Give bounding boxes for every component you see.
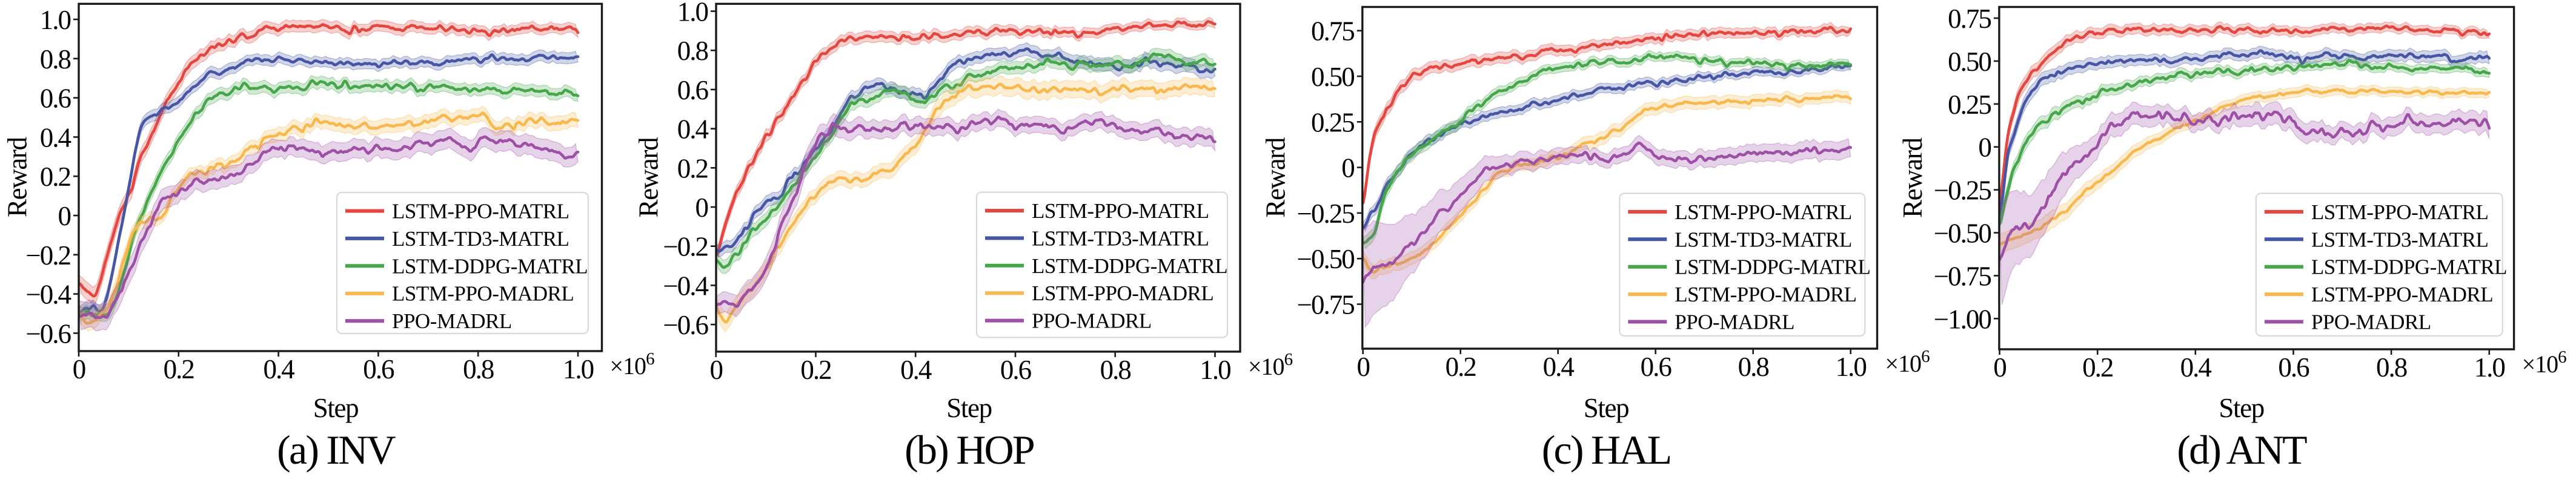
svg-text:Step: Step xyxy=(313,393,358,423)
svg-text:LSTM-PPO-MADRL: LSTM-PPO-MADRL xyxy=(392,282,574,306)
svg-text:Step: Step xyxy=(946,393,991,423)
svg-text:−0.50: −0.50 xyxy=(1297,244,1355,274)
svg-text:LSTM-DDPG-MATRL: LSTM-DDPG-MATRL xyxy=(1675,255,1870,279)
svg-text:LSTM-DDPG-MATRL: LSTM-DDPG-MATRL xyxy=(2311,255,2507,279)
svg-text:×106: ×106 xyxy=(610,349,655,380)
svg-text:LSTM-PPO-MADRL: LSTM-PPO-MADRL xyxy=(1032,281,1213,305)
svg-text:0.8: 0.8 xyxy=(677,36,708,66)
svg-text:0.6: 0.6 xyxy=(1000,355,1032,385)
svg-text:0: 0 xyxy=(1341,153,1354,183)
svg-text:0.6: 0.6 xyxy=(2278,352,2309,383)
svg-text:0.8: 0.8 xyxy=(40,44,71,74)
svg-text:−0.6: −0.6 xyxy=(663,310,708,340)
svg-text:Reward: Reward xyxy=(1261,137,1291,217)
svg-text:0.8: 0.8 xyxy=(1738,352,1769,382)
svg-text:LSTM-PPO-MATRL: LSTM-PPO-MATRL xyxy=(392,200,569,223)
svg-text:(b) HOP: (b) HOP xyxy=(905,427,1034,473)
svg-text:PPO-MADRL: PPO-MADRL xyxy=(1032,309,1152,333)
svg-text:Step: Step xyxy=(2219,393,2263,423)
svg-text:−0.75: −0.75 xyxy=(1297,290,1355,320)
svg-text:0: 0 xyxy=(73,354,85,384)
svg-text:0.4: 0.4 xyxy=(40,122,71,153)
svg-text:PPO-MADRL: PPO-MADRL xyxy=(392,309,512,333)
svg-text:−1.00: −1.00 xyxy=(1934,304,1991,334)
svg-text:0.4: 0.4 xyxy=(900,355,932,385)
svg-text:0: 0 xyxy=(709,355,722,385)
svg-text:0: 0 xyxy=(1993,352,2006,383)
svg-text:0.8: 0.8 xyxy=(2376,352,2407,383)
svg-text:−0.25: −0.25 xyxy=(1297,199,1355,229)
svg-text:PPO-MADRL: PPO-MADRL xyxy=(2311,311,2431,334)
svg-text:−0.4: −0.4 xyxy=(25,280,71,310)
svg-text:0.2: 0.2 xyxy=(1446,352,1476,382)
svg-text:LSTM-PPO-MATRL: LSTM-PPO-MATRL xyxy=(1675,200,1851,224)
svg-text:−0.50: −0.50 xyxy=(1934,219,1991,249)
svg-text:0.2: 0.2 xyxy=(2082,352,2113,383)
svg-text:0.6: 0.6 xyxy=(40,84,71,114)
svg-text:0: 0 xyxy=(1978,133,1991,163)
svg-text:LSTM-DDPG-MATRL: LSTM-DDPG-MATRL xyxy=(392,254,588,278)
svg-text:LSTM-PPO-MADRL: LSTM-PPO-MADRL xyxy=(1675,283,1856,306)
svg-text:1.0: 1.0 xyxy=(677,0,708,27)
svg-text:1.0: 1.0 xyxy=(1836,352,1867,382)
svg-text:0.75: 0.75 xyxy=(1948,4,1991,34)
svg-text:PPO-MADRL: PPO-MADRL xyxy=(1675,311,1794,334)
svg-text:LSTM-TD3-MATRL: LSTM-TD3-MATRL xyxy=(1675,228,1851,251)
svg-text:(a) INV: (a) INV xyxy=(277,427,396,473)
svg-text:0.6: 0.6 xyxy=(363,354,394,384)
svg-text:0.50: 0.50 xyxy=(1311,62,1354,92)
svg-text:LSTM-DDPG-MATRL: LSTM-DDPG-MATRL xyxy=(1032,254,1227,278)
svg-text:0.8: 0.8 xyxy=(463,354,494,384)
svg-text:LSTM-PPO-MATRL: LSTM-PPO-MATRL xyxy=(2311,200,2488,224)
svg-text:0.4: 0.4 xyxy=(2180,352,2212,383)
svg-text:0.6: 0.6 xyxy=(1641,352,1672,382)
svg-text:LSTM-PPO-MADRL: LSTM-PPO-MADRL xyxy=(2311,283,2493,306)
svg-text:Reward: Reward xyxy=(1897,138,1928,218)
svg-text:0: 0 xyxy=(1356,352,1369,382)
svg-text:0.25: 0.25 xyxy=(1948,90,1991,120)
svg-text:0: 0 xyxy=(695,192,708,223)
svg-text:LSTM-TD3-MATRL: LSTM-TD3-MATRL xyxy=(392,227,569,251)
svg-text:0.2: 0.2 xyxy=(800,355,831,385)
svg-text:LSTM-PPO-MATRL: LSTM-PPO-MATRL xyxy=(1032,199,1209,223)
svg-text:0: 0 xyxy=(58,201,71,231)
svg-text:−0.6: −0.6 xyxy=(25,318,71,349)
svg-text:1.0: 1.0 xyxy=(2474,352,2505,383)
svg-text:Step: Step xyxy=(1584,393,1628,423)
svg-text:0.2: 0.2 xyxy=(164,354,194,384)
svg-text:0.2: 0.2 xyxy=(677,153,708,183)
svg-text:1.0: 1.0 xyxy=(563,354,594,384)
svg-text:−0.2: −0.2 xyxy=(663,232,708,262)
svg-text:0.50: 0.50 xyxy=(1948,47,1991,77)
svg-text:−0.4: −0.4 xyxy=(663,271,708,301)
svg-text:1.0: 1.0 xyxy=(1200,355,1230,385)
svg-text:0.4: 0.4 xyxy=(1543,352,1575,382)
svg-text:(c) HAL: (c) HAL xyxy=(1542,427,1671,473)
svg-text:0.75: 0.75 xyxy=(1311,16,1354,47)
svg-text:0.6: 0.6 xyxy=(677,75,709,105)
svg-text:(d) ANT: (d) ANT xyxy=(2177,427,2307,473)
svg-text:−0.75: −0.75 xyxy=(1934,261,1991,291)
svg-text:−0.2: −0.2 xyxy=(25,240,70,271)
svg-text:−0.25: −0.25 xyxy=(1934,176,1991,206)
svg-text:Reward: Reward xyxy=(2,137,32,217)
svg-text:Reward: Reward xyxy=(633,137,663,217)
svg-text:0.8: 0.8 xyxy=(1100,355,1131,385)
svg-text:0.4: 0.4 xyxy=(263,354,294,384)
svg-text:1.0: 1.0 xyxy=(40,5,71,35)
svg-text:0.4: 0.4 xyxy=(677,114,709,145)
svg-text:LSTM-TD3-MATRL: LSTM-TD3-MATRL xyxy=(1032,226,1209,250)
svg-text:LSTM-TD3-MATRL: LSTM-TD3-MATRL xyxy=(2311,228,2488,251)
svg-text:0.2: 0.2 xyxy=(40,162,71,192)
svg-text:0.25: 0.25 xyxy=(1311,107,1354,137)
